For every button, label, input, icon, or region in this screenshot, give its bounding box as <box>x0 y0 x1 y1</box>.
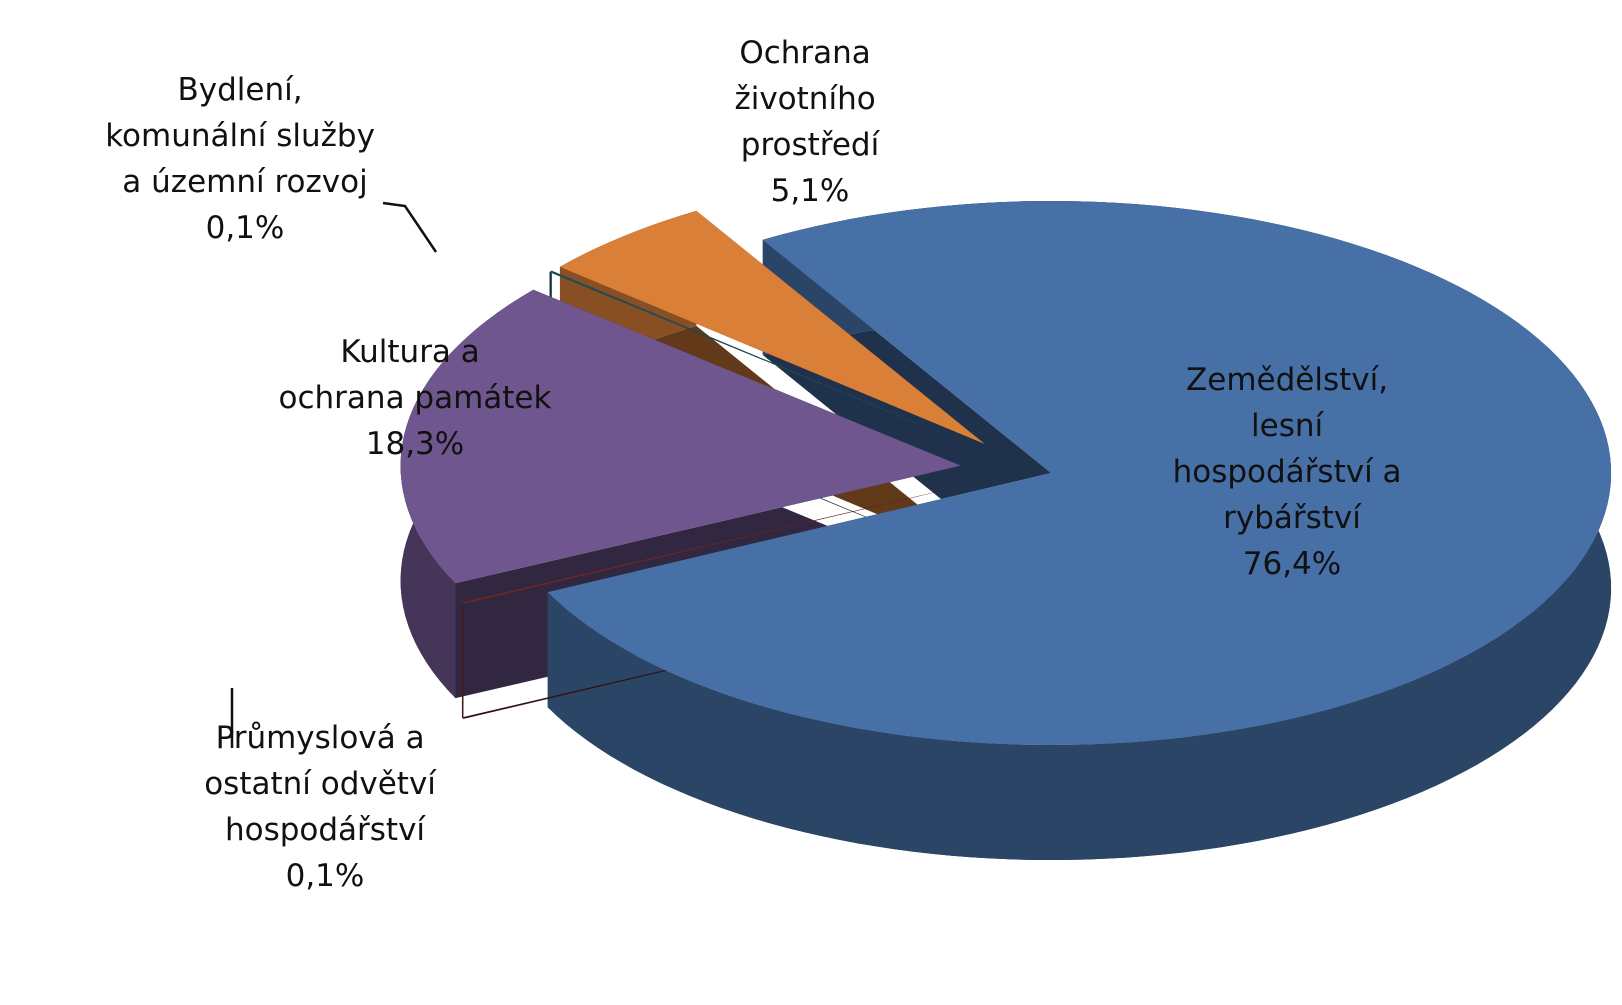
value-label: 18,3% <box>366 426 464 462</box>
slice-label: Kultura a ochrana památek <box>279 334 552 416</box>
slice <box>549 270 977 448</box>
slice <box>461 484 967 604</box>
value-label: 5,1% <box>771 173 850 209</box>
slice-label: Průmyslová a ostatní odvětví hospodářstv… <box>204 720 446 848</box>
leader-line <box>382 201 438 253</box>
value-label: 0,1% <box>206 210 285 246</box>
label-line: rybářství <box>1223 500 1362 536</box>
label-line: lesní <box>1251 408 1333 444</box>
label-line: hospodářství <box>225 812 426 848</box>
label-line: Ochrana <box>739 35 880 71</box>
slice <box>559 210 985 445</box>
value-label: 76,4% <box>1243 546 1341 582</box>
label-line: Průmyslová a <box>216 720 435 756</box>
slice-wall <box>461 602 464 719</box>
slice-label: Zemědělství, lesní hospodářství a rybářs… <box>1173 362 1412 536</box>
label-line: životního <box>734 81 885 117</box>
label-line: ostatní odvětví <box>204 766 446 802</box>
label-line: ochrana památek <box>279 380 552 416</box>
label-line: a územní rozvoj <box>122 164 367 200</box>
label-line: Bydlení, <box>178 72 313 108</box>
slice-label: Bydlení, komunální služby a územní rozvo… <box>105 72 385 200</box>
slice <box>547 201 1612 746</box>
label-line: komunální služby <box>105 118 385 154</box>
label-line: hospodářství a <box>1173 454 1412 490</box>
label-line: Zemědělství, <box>1186 362 1398 398</box>
label-line: prostředí <box>741 127 881 163</box>
slice <box>400 289 961 584</box>
label-line: Kultura a <box>340 334 489 370</box>
slice-label: Ochrana životního prostředí <box>734 35 885 163</box>
value-label: 0,1% <box>286 858 365 894</box>
